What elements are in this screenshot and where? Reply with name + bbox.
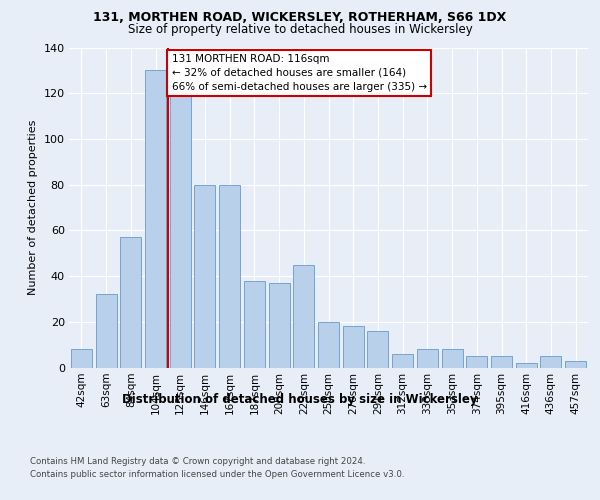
Bar bbox=[442, 349, 463, 368]
Bar bbox=[466, 356, 487, 368]
Bar bbox=[541, 356, 562, 368]
Y-axis label: Number of detached properties: Number of detached properties bbox=[28, 120, 38, 295]
Bar bbox=[565, 360, 586, 368]
Bar bbox=[269, 283, 290, 368]
Text: Size of property relative to detached houses in Wickersley: Size of property relative to detached ho… bbox=[128, 22, 472, 36]
Bar bbox=[293, 264, 314, 368]
Bar bbox=[95, 294, 116, 368]
Bar bbox=[367, 331, 388, 368]
Bar bbox=[244, 280, 265, 368]
Bar bbox=[392, 354, 413, 368]
Bar bbox=[417, 349, 438, 368]
Bar bbox=[516, 363, 537, 368]
Text: 131 MORTHEN ROAD: 116sqm
← 32% of detached houses are smaller (164)
66% of semi-: 131 MORTHEN ROAD: 116sqm ← 32% of detach… bbox=[172, 54, 427, 92]
Bar bbox=[170, 68, 191, 368]
Bar bbox=[71, 349, 92, 368]
Text: Distribution of detached houses by size in Wickersley: Distribution of detached houses by size … bbox=[122, 392, 478, 406]
Bar bbox=[120, 237, 141, 368]
Bar bbox=[343, 326, 364, 368]
Bar bbox=[145, 70, 166, 368]
Bar bbox=[194, 184, 215, 368]
Text: Contains public sector information licensed under the Open Government Licence v3: Contains public sector information licen… bbox=[30, 470, 404, 479]
Bar bbox=[318, 322, 339, 368]
Text: Contains HM Land Registry data © Crown copyright and database right 2024.: Contains HM Land Registry data © Crown c… bbox=[30, 458, 365, 466]
Text: 131, MORTHEN ROAD, WICKERSLEY, ROTHERHAM, S66 1DX: 131, MORTHEN ROAD, WICKERSLEY, ROTHERHAM… bbox=[94, 11, 506, 24]
Bar bbox=[219, 184, 240, 368]
Bar bbox=[491, 356, 512, 368]
